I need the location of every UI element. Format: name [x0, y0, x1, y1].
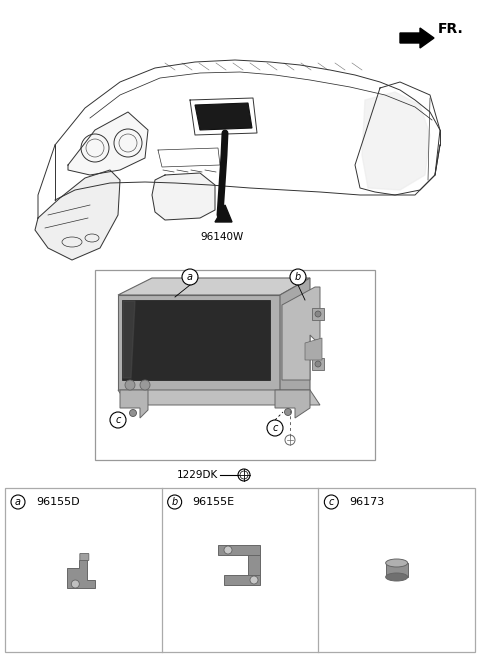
Bar: [95, 270, 375, 460]
Polygon shape: [215, 205, 232, 222]
Circle shape: [130, 409, 136, 417]
Polygon shape: [152, 173, 215, 220]
Bar: [5, 488, 475, 652]
Text: 96173: 96173: [349, 497, 384, 507]
Polygon shape: [67, 560, 96, 588]
Circle shape: [315, 361, 321, 367]
Text: 96140W: 96140W: [200, 232, 244, 242]
Circle shape: [267, 420, 283, 436]
Polygon shape: [280, 278, 310, 405]
Polygon shape: [120, 390, 148, 418]
Bar: [312, 308, 324, 320]
Text: a: a: [15, 497, 21, 507]
Polygon shape: [118, 295, 280, 390]
Polygon shape: [305, 338, 322, 360]
Polygon shape: [123, 301, 135, 378]
Text: b: b: [171, 497, 178, 507]
Polygon shape: [224, 575, 260, 585]
Circle shape: [285, 409, 291, 415]
Text: 96155D: 96155D: [36, 497, 80, 507]
Circle shape: [290, 269, 306, 285]
Polygon shape: [400, 28, 434, 48]
Polygon shape: [248, 555, 260, 575]
Text: 96155E: 96155E: [192, 497, 235, 507]
Text: 1229DK: 1229DK: [177, 470, 218, 480]
Circle shape: [11, 495, 25, 509]
Polygon shape: [118, 390, 320, 405]
Circle shape: [182, 269, 198, 285]
Text: b: b: [295, 272, 301, 282]
Polygon shape: [195, 103, 252, 130]
Polygon shape: [275, 390, 310, 418]
Circle shape: [224, 546, 232, 554]
Text: c: c: [115, 415, 120, 425]
Circle shape: [168, 495, 181, 509]
Circle shape: [315, 311, 321, 317]
Polygon shape: [118, 278, 310, 295]
Circle shape: [238, 469, 250, 481]
Circle shape: [324, 495, 338, 509]
Polygon shape: [218, 545, 260, 555]
Polygon shape: [35, 170, 120, 260]
Ellipse shape: [385, 573, 408, 581]
Polygon shape: [122, 300, 270, 380]
Circle shape: [110, 412, 126, 428]
Bar: [312, 358, 324, 370]
Polygon shape: [362, 92, 430, 190]
Circle shape: [140, 380, 150, 390]
Circle shape: [125, 380, 135, 390]
Polygon shape: [68, 112, 148, 175]
Polygon shape: [282, 287, 320, 380]
Circle shape: [250, 576, 258, 584]
Text: c: c: [329, 497, 334, 507]
Text: a: a: [187, 272, 193, 282]
Text: FR.: FR.: [438, 22, 464, 36]
Text: c: c: [272, 423, 278, 433]
Polygon shape: [385, 563, 408, 577]
Ellipse shape: [385, 559, 408, 567]
Circle shape: [285, 435, 295, 445]
Circle shape: [72, 580, 79, 588]
FancyBboxPatch shape: [80, 553, 89, 560]
